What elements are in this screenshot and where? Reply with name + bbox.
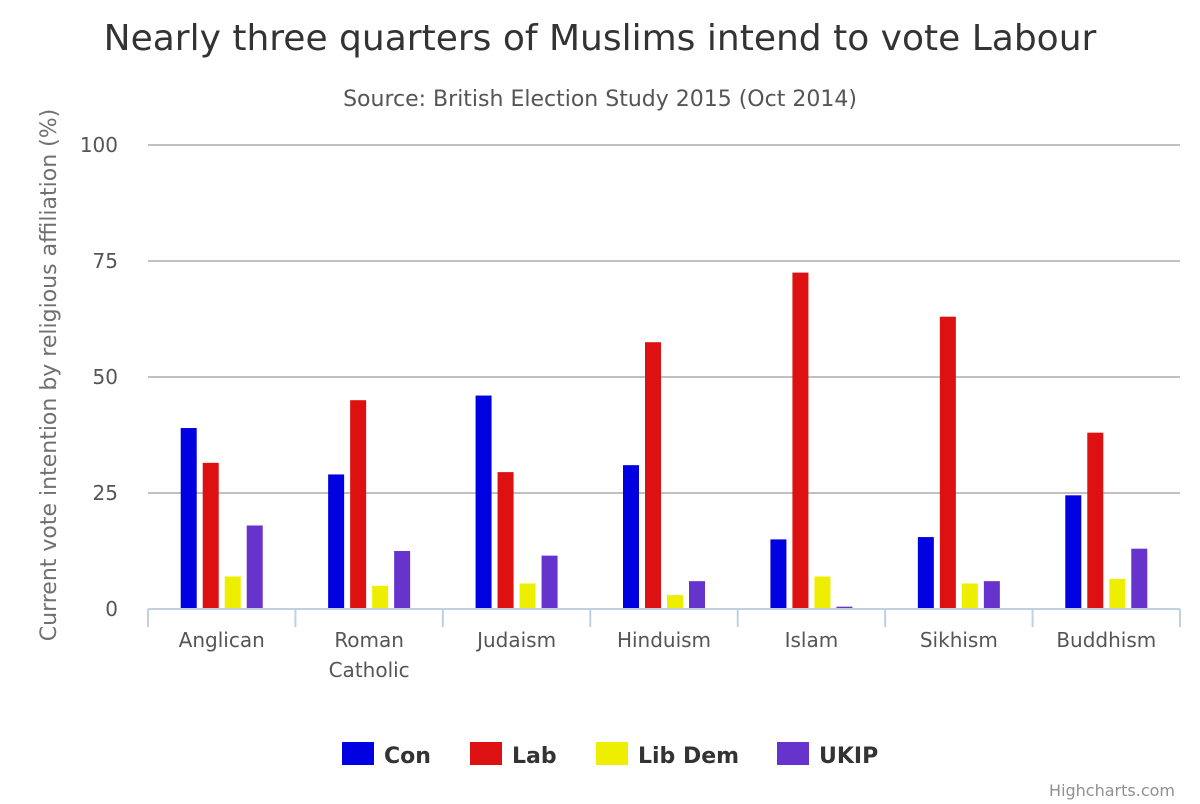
bar-ukip[interactable]: [246, 525, 263, 609]
bar-lib-dem[interactable]: [814, 576, 831, 609]
bar-lib-dem[interactable]: [372, 585, 389, 609]
bar-lib-dem[interactable]: [519, 583, 536, 609]
legend-label: Con: [384, 744, 431, 769]
legend-item-ukip[interactable]: UKIP: [777, 742, 878, 769]
x-tick-label-line: Catholic: [329, 658, 410, 682]
x-tick-label-line: Hinduism: [617, 628, 711, 652]
x-tick-label-line: Judaism: [475, 628, 556, 652]
bar-lab[interactable]: [497, 472, 514, 609]
x-axis: Anglican Roman Catholic Judaism Hinduism Isla…: [147, 608, 1181, 682]
bar-ukip[interactable]: [394, 551, 411, 609]
bar-con[interactable]: [475, 395, 492, 609]
chart-title: Nearly three quarters of Muslims intend …: [104, 18, 1097, 59]
legend-label: Lib Dem: [638, 744, 739, 769]
bar-ukip[interactable]: [1131, 548, 1148, 609]
x-tick-label-line: Islam: [785, 628, 839, 652]
bar-con[interactable]: [328, 474, 345, 609]
bar-ukip[interactable]: [836, 606, 853, 609]
bars: [180, 272, 1148, 609]
legend-swatch: [342, 742, 374, 765]
x-tick-label: Roman Catholic: [329, 628, 410, 682]
x-tick-label: Islam: [785, 628, 839, 652]
legend-label: UKIP: [819, 744, 878, 769]
chart-subtitle: Source: British Election Study 2015 (Oct…: [343, 87, 857, 112]
x-tick-label-line: Sikhism: [920, 628, 998, 652]
x-tick-label: Buddhism: [1056, 628, 1156, 652]
legend-swatch: [470, 742, 502, 765]
y-tick-label: 25: [93, 481, 118, 505]
legend-item-con[interactable]: Con: [342, 742, 431, 769]
bar-lib-dem[interactable]: [961, 583, 978, 609]
y-tick-label: 100: [80, 133, 118, 157]
bar-lib-dem[interactable]: [1109, 578, 1126, 609]
bar-lab[interactable]: [939, 316, 956, 609]
bar-lib-dem[interactable]: [667, 595, 683, 609]
legend-swatch: [596, 742, 628, 765]
x-tick-label: Sikhism: [920, 628, 998, 652]
y-axis-title: Current vote intention by religious affi…: [37, 109, 62, 641]
x-tick-label: Anglican: [179, 628, 265, 652]
y-tick-label: 50: [93, 365, 118, 389]
x-tick-label-line: Buddhism: [1056, 628, 1156, 652]
bar-con[interactable]: [1065, 495, 1082, 609]
y-tick-label: 75: [93, 249, 118, 273]
bar-con[interactable]: [180, 428, 197, 609]
bar-lab[interactable]: [1087, 432, 1104, 609]
legend[interactable]: Con Lab Lib Dem UKIP: [342, 742, 878, 769]
bar-lab[interactable]: [350, 400, 367, 609]
legend-item-lab[interactable]: Lab: [470, 742, 557, 769]
bar-lab[interactable]: [645, 342, 661, 609]
bar-ukip[interactable]: [689, 581, 705, 609]
bar-con[interactable]: [770, 539, 787, 609]
bar-lab[interactable]: [792, 272, 809, 609]
bar-con[interactable]: [623, 465, 639, 609]
bar-ukip[interactable]: [983, 581, 1000, 609]
bar-lab[interactable]: [202, 462, 219, 609]
x-tick-label-line: Roman: [334, 628, 404, 652]
gridlines: 0 25 50 75 100: [80, 133, 1180, 621]
legend-item-lib-dem[interactable]: Lib Dem: [596, 742, 739, 769]
credits-link[interactable]: Highcharts.com: [1049, 781, 1175, 800]
legend-label: Lab: [512, 744, 557, 769]
bar-ukip[interactable]: [541, 555, 558, 609]
bar-con[interactable]: [917, 537, 934, 609]
x-tick-label: Judaism: [475, 628, 556, 652]
y-tick-label: 0: [105, 597, 118, 621]
x-tick-label: Hinduism: [617, 628, 711, 652]
x-tick-label-line: Anglican: [179, 628, 265, 652]
legend-swatch: [777, 742, 809, 765]
bar-lib-dem[interactable]: [224, 576, 241, 609]
